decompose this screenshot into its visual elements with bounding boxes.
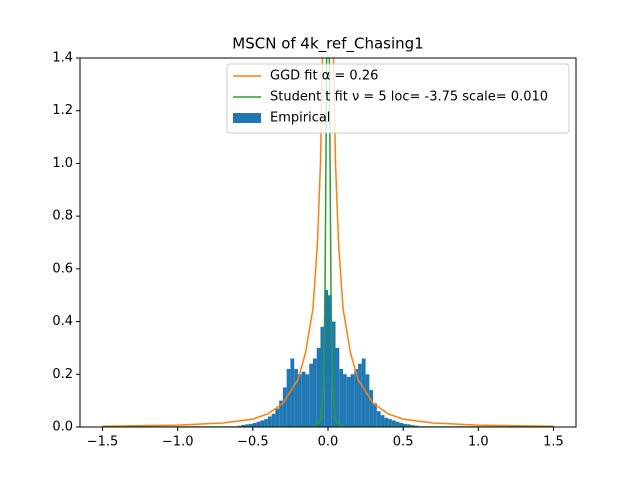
histogram-bar	[309, 363, 313, 427]
x-tick-label: 1.5	[543, 435, 564, 450]
histogram-bar	[294, 369, 298, 427]
histogram-bar	[410, 425, 415, 427]
histogram-bar	[297, 374, 302, 427]
legend-swatch	[233, 113, 261, 123]
histogram-bar	[316, 347, 321, 427]
histogram-bar	[245, 424, 250, 427]
histogram-bar	[256, 421, 261, 427]
histogram-bar	[373, 403, 377, 427]
histogram-bar	[264, 419, 268, 427]
histogram-bar	[335, 347, 340, 427]
histogram-bar	[249, 423, 253, 427]
histogram-bar	[339, 369, 344, 427]
histogram-bar	[252, 423, 257, 427]
histogram-bar	[260, 420, 265, 427]
histogram-bar	[275, 408, 280, 427]
legend-label: Student t fit ν = 5 loc= -3.75 scale= 0.…	[270, 90, 548, 105]
y-tick-label: 1.0	[52, 156, 73, 171]
histogram-bar	[388, 419, 392, 427]
legend-label: GGD fit α = 0.26	[270, 69, 378, 84]
ticks: −1.5 −1.0 −0.5 0.0 0.5 1.0 1.5 0.0 0.2 0.4 0.6 0.8 1…	[52, 51, 563, 450]
histogram-bar	[395, 421, 400, 427]
histogram-bar	[328, 295, 332, 427]
histogram-bar	[376, 411, 381, 427]
x-tick-label: −1.5	[87, 435, 119, 450]
histogram-bar	[369, 390, 374, 427]
x-tick-label: −1.0	[162, 435, 194, 450]
histogram-bar	[354, 369, 359, 427]
histogram-bar	[358, 363, 362, 427]
histogram-bar	[301, 371, 306, 427]
histogram-bar	[346, 376, 351, 427]
fit-line	[102, 58, 554, 427]
histogram-bar	[391, 420, 396, 427]
histogram-bar	[305, 374, 310, 427]
histogram-bar	[399, 423, 404, 427]
histogram-bar	[380, 415, 385, 427]
histogram-bar	[324, 289, 328, 427]
histogram-bar	[279, 400, 283, 427]
y-tick-label: 0.4	[52, 314, 73, 329]
histogram-bar	[286, 369, 291, 427]
histogram-bar	[350, 374, 355, 427]
histogram-bar	[312, 358, 317, 427]
plot-area	[102, 58, 554, 427]
y-tick-label: 0.2	[52, 367, 73, 382]
histogram-bar	[384, 417, 389, 427]
histogram-bar	[282, 387, 287, 427]
x-tick-label: 0.0	[318, 435, 339, 450]
histogram-bar	[343, 374, 347, 427]
histogram-bar	[361, 358, 366, 427]
x-tick-label: 0.5	[393, 435, 414, 450]
chart-title: MSCN of 4k_ref_Chasing1	[232, 35, 423, 54]
histogram-bar	[365, 374, 370, 427]
histogram-bar	[241, 424, 246, 427]
y-tick-label: 0.8	[52, 209, 73, 224]
histogram-bar	[267, 416, 272, 427]
y-tick-label: 1.4	[52, 51, 73, 66]
y-tick-label: 1.2	[52, 103, 73, 118]
legend: GGD fit α = 0.26 Student t fit ν = 5 loc=…	[226, 63, 570, 134]
histogram-bar	[290, 358, 295, 427]
histogram-bar	[331, 321, 336, 427]
x-tick-label: −0.5	[237, 435, 269, 450]
histogram-bar	[403, 423, 407, 427]
legend-label: Empirical	[270, 111, 330, 126]
y-tick-label: 0.0	[52, 420, 73, 435]
legend-box	[226, 63, 570, 134]
histogram-bar	[406, 424, 411, 427]
y-tick-label: 0.6	[52, 261, 73, 276]
fit-line	[102, 58, 554, 427]
histogram-bar	[320, 326, 325, 427]
histogram-bar	[271, 413, 276, 427]
x-tick-label: 1.0	[468, 435, 489, 450]
